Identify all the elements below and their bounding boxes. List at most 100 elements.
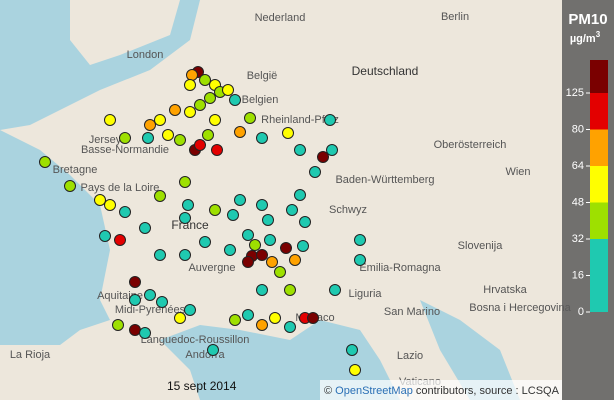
legend-band xyxy=(590,129,608,166)
station-marker xyxy=(174,134,186,146)
place-label: Schwyz xyxy=(329,204,367,216)
england xyxy=(70,0,180,65)
station-marker xyxy=(114,234,126,246)
station-marker xyxy=(182,199,194,211)
place-label: Berlin xyxy=(441,11,469,23)
station-marker xyxy=(346,344,358,356)
place-label: Rheinland-Pfalz xyxy=(261,114,339,126)
station-marker xyxy=(294,189,306,201)
place-label: Deutschland xyxy=(352,64,419,78)
place-label: Hrvatska xyxy=(483,284,527,296)
sea-adriatic xyxy=(420,300,520,400)
place-label: Baden-Württemberg xyxy=(335,174,434,186)
station-marker xyxy=(129,276,141,288)
station-marker xyxy=(144,289,156,301)
legend-band xyxy=(590,60,608,93)
station-marker xyxy=(324,114,336,126)
station-marker xyxy=(119,206,131,218)
station-marker xyxy=(297,240,309,252)
station-marker xyxy=(204,92,216,104)
unit-sup: 3 xyxy=(596,30,601,39)
station-marker xyxy=(186,69,198,81)
osm-link[interactable]: OpenStreetMap xyxy=(335,385,413,397)
station-marker xyxy=(289,254,301,266)
station-marker xyxy=(256,199,268,211)
station-marker xyxy=(112,319,124,331)
station-marker xyxy=(269,312,281,324)
station-marker xyxy=(229,94,241,106)
place-label: Languedoc-Roussillon xyxy=(141,334,250,346)
station-marker xyxy=(199,74,211,86)
station-marker xyxy=(280,242,292,254)
station-marker xyxy=(39,156,51,168)
unit: µg/m xyxy=(570,33,596,45)
legend-tick-label: 48 xyxy=(572,196,584,208)
station-marker xyxy=(262,214,274,226)
station-marker xyxy=(209,114,221,126)
station-marker xyxy=(139,222,151,234)
station-marker xyxy=(104,114,116,126)
place-label: Bosna i Hercegovina xyxy=(469,302,571,314)
station-marker xyxy=(354,254,366,266)
attribution-bg xyxy=(320,380,562,400)
station-marker xyxy=(227,209,239,221)
station-marker xyxy=(162,129,174,141)
station-marker xyxy=(282,127,294,139)
station-marker xyxy=(299,216,311,228)
station-marker xyxy=(179,212,191,224)
station-marker xyxy=(179,176,191,188)
station-marker xyxy=(156,296,168,308)
station-marker xyxy=(169,104,181,116)
legend-title: PM10 xyxy=(568,11,607,28)
place-label: Wien xyxy=(505,166,530,178)
station-marker xyxy=(184,304,196,316)
station-marker xyxy=(242,229,254,241)
station-marker xyxy=(249,239,261,251)
place-label: Bretagne xyxy=(53,164,98,176)
station-marker xyxy=(142,132,154,144)
symbol: © xyxy=(324,385,332,397)
legend-band xyxy=(590,275,608,312)
station-marker xyxy=(179,249,191,261)
place-label: Andorra xyxy=(185,349,225,361)
station-marker xyxy=(326,144,338,156)
station-marker xyxy=(207,344,219,356)
station-marker xyxy=(266,256,278,268)
station-marker xyxy=(349,364,361,376)
station-marker xyxy=(154,190,166,202)
place-label: San Marino xyxy=(384,306,440,318)
station-marker xyxy=(184,106,196,118)
place-label: Liguria xyxy=(348,288,382,300)
station-marker xyxy=(284,284,296,296)
station-marker xyxy=(224,244,236,256)
station-marker xyxy=(119,132,131,144)
place-label: België xyxy=(247,70,278,82)
station-marker xyxy=(256,319,268,331)
place-label: Basse-Normandie xyxy=(81,144,169,156)
station-marker xyxy=(202,129,214,141)
legend-unit: µg/m3 xyxy=(570,30,601,45)
station-marker xyxy=(199,236,211,248)
station-marker xyxy=(354,234,366,246)
station-marker xyxy=(256,132,268,144)
station-marker xyxy=(256,284,268,296)
place-label: La Rioja xyxy=(10,349,51,361)
legend-tick-label: 16 xyxy=(572,269,584,281)
source: contributors, source : LCSQA xyxy=(416,385,560,397)
station-marker xyxy=(234,126,246,138)
legend-band xyxy=(590,202,608,239)
place-label: Pays de la Loire xyxy=(81,182,160,194)
station-marker xyxy=(244,112,256,124)
legend-band xyxy=(590,166,608,203)
station-marker xyxy=(129,294,141,306)
place-label: Auvergne xyxy=(188,262,235,274)
station-marker xyxy=(229,314,241,326)
station-marker xyxy=(211,144,223,156)
station-marker xyxy=(129,324,141,336)
sea-atlantic xyxy=(0,130,110,345)
station-marker xyxy=(64,180,76,192)
date: 15 sept 2014 xyxy=(167,379,237,393)
station-marker xyxy=(154,114,166,126)
place-label: Nederland xyxy=(255,12,306,24)
